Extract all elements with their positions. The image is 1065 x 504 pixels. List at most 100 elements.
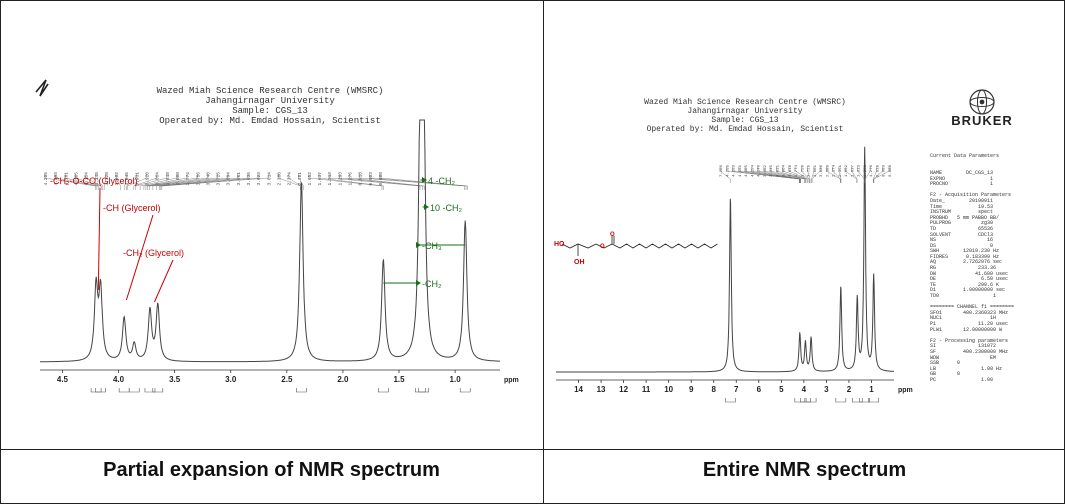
peak-label: 3.931 [134, 172, 140, 186]
right-spectrum-header: Wazed Miah Science Research Centre (WMSR… [580, 98, 910, 134]
x-tick-label: 4.0 [113, 375, 125, 384]
arrow-head-icon [422, 177, 427, 183]
annotation-label: -CH (Glycerol) [103, 203, 161, 213]
parameter-line: DW 41.600 usec [930, 270, 1009, 277]
peak-label: 7.260 [720, 164, 724, 177]
peak-label: 2.380 [826, 164, 830, 177]
peak-label-leader [133, 174, 157, 190]
parameter-line: RG 233.36 [930, 265, 997, 272]
peak-label-leader [863, 167, 866, 183]
peak-label-leader [832, 167, 841, 183]
integration-bracket [725, 398, 736, 403]
x-tick-label: 3.0 [225, 375, 237, 384]
parameter-line: ======== CHANNEL f1 ======== [930, 304, 1015, 311]
x-tick-label: 10 [664, 385, 673, 394]
annotation-label: -CH₂ [422, 279, 442, 289]
parameter-line: PROCNO 1 [930, 181, 994, 188]
peak-label: 3.756 [801, 164, 805, 177]
peak-label-leader [308, 174, 383, 190]
peak-label: 1.652 [845, 164, 849, 177]
peak-label-leader [115, 174, 121, 190]
peak-label: 4.205 [43, 172, 49, 186]
peak-label: 1.637 [317, 172, 323, 186]
peak-label: 3.864 [783, 164, 787, 177]
annotation-arrow [153, 259, 174, 303]
integration-bracket [851, 398, 863, 403]
integration-bracket [835, 398, 847, 403]
integration-bracket [152, 388, 164, 393]
x-tick-label: 4 [802, 385, 807, 394]
integration-bracket [418, 388, 430, 393]
spectrum-line [40, 119, 501, 363]
peak-label-leader [844, 167, 857, 183]
peak-label-leader [124, 174, 127, 190]
peak-label-leader [156, 174, 239, 190]
peak-label: 3.725 [216, 172, 222, 186]
peak-label-leader [757, 167, 801, 183]
x-tick-label: 5 [779, 385, 784, 394]
x-tick-label: 14 [574, 385, 583, 394]
x-tick-label: 3.5 [169, 375, 181, 384]
peak-label: 1.276 [348, 172, 354, 186]
peak-label: 3.694 [226, 172, 232, 186]
peak-label-leader [744, 167, 801, 183]
peak-label: 3.636 [820, 164, 824, 177]
parameter-line: PULPROG zg30 [930, 220, 994, 227]
peak-label: 4.205 [726, 164, 730, 177]
svg-text:HO: HO [554, 241, 565, 248]
peak-label-leader [95, 174, 104, 190]
peak-label-leader [160, 174, 259, 190]
parameter-line: WDW EM [930, 354, 997, 361]
monoacylglycerol-structure: HO OH OO [554, 232, 718, 266]
arrow-head-icon [424, 204, 429, 210]
peak-label: 3.661 [236, 172, 242, 186]
parameter-line: DS 0 [930, 242, 994, 249]
peak-label: 3.756 [195, 172, 201, 186]
peak-label-leader [161, 174, 269, 190]
parameter-line: EXPNO 1 [930, 175, 994, 182]
peak-label: 2.374 [833, 164, 837, 177]
pen-mark-icon [35, 79, 49, 97]
parameter-line: F2 - Acquisition Parameters [930, 192, 1012, 199]
annotation-arrow [97, 187, 101, 291]
peak-label-leader [719, 167, 731, 183]
parameter-line: P1 11.20 usec [930, 321, 1009, 327]
parameter-line: LB 1.00 Hz [930, 365, 1003, 372]
x-tick-label: 12 [619, 385, 628, 394]
parameter-line: GB 0 [930, 371, 961, 378]
peak-label-leader [751, 167, 801, 183]
peak-label: 4.140 [94, 172, 100, 186]
peak-label: 0.888 [378, 172, 384, 186]
peak-label-leader [145, 174, 198, 190]
peak-label-leader [738, 167, 800, 183]
parameter-line: PC 1.00 [930, 376, 994, 383]
x-tick-label: 8 [712, 385, 717, 394]
parameter-line: F2 - Processing parameters [930, 337, 1009, 344]
peak-label-leader [873, 167, 883, 183]
peak-label-leader [318, 174, 384, 190]
peak-label-leader [811, 167, 821, 183]
x-tick-label: 3 [824, 385, 829, 394]
peak-label: 4.154 [751, 164, 755, 177]
peak-label: 0.903 [368, 172, 374, 186]
peak-label-leader [811, 167, 815, 183]
peak-label: 3.614 [266, 172, 272, 186]
peak-label-leader [288, 174, 302, 190]
peak-label: 2.380 [276, 172, 282, 186]
integration-bracket [459, 388, 471, 393]
peak-label-leader [873, 167, 890, 183]
peak-label: 3.774 [795, 164, 799, 177]
parameter-line: SSB 0 [930, 360, 961, 367]
parameter-line: SOLVENT CDCl3 [930, 231, 994, 238]
parameter-line: TD0 1 [930, 293, 997, 300]
annotation-label: -CH₂-O-CO (Glycerol) [50, 176, 138, 186]
parameter-line: Time 19.53 [930, 203, 994, 210]
peak-label: 1.293 [337, 172, 343, 186]
header-line-3: Sample: CGS_13 [232, 106, 308, 116]
peak-label-leader [865, 167, 871, 183]
peak-label-leader [801, 167, 810, 183]
header-line-1: Wazed Miah Science Research Centre (WMSR… [644, 98, 846, 107]
peak-label-leader [369, 174, 467, 190]
svg-text:O: O [600, 244, 605, 250]
